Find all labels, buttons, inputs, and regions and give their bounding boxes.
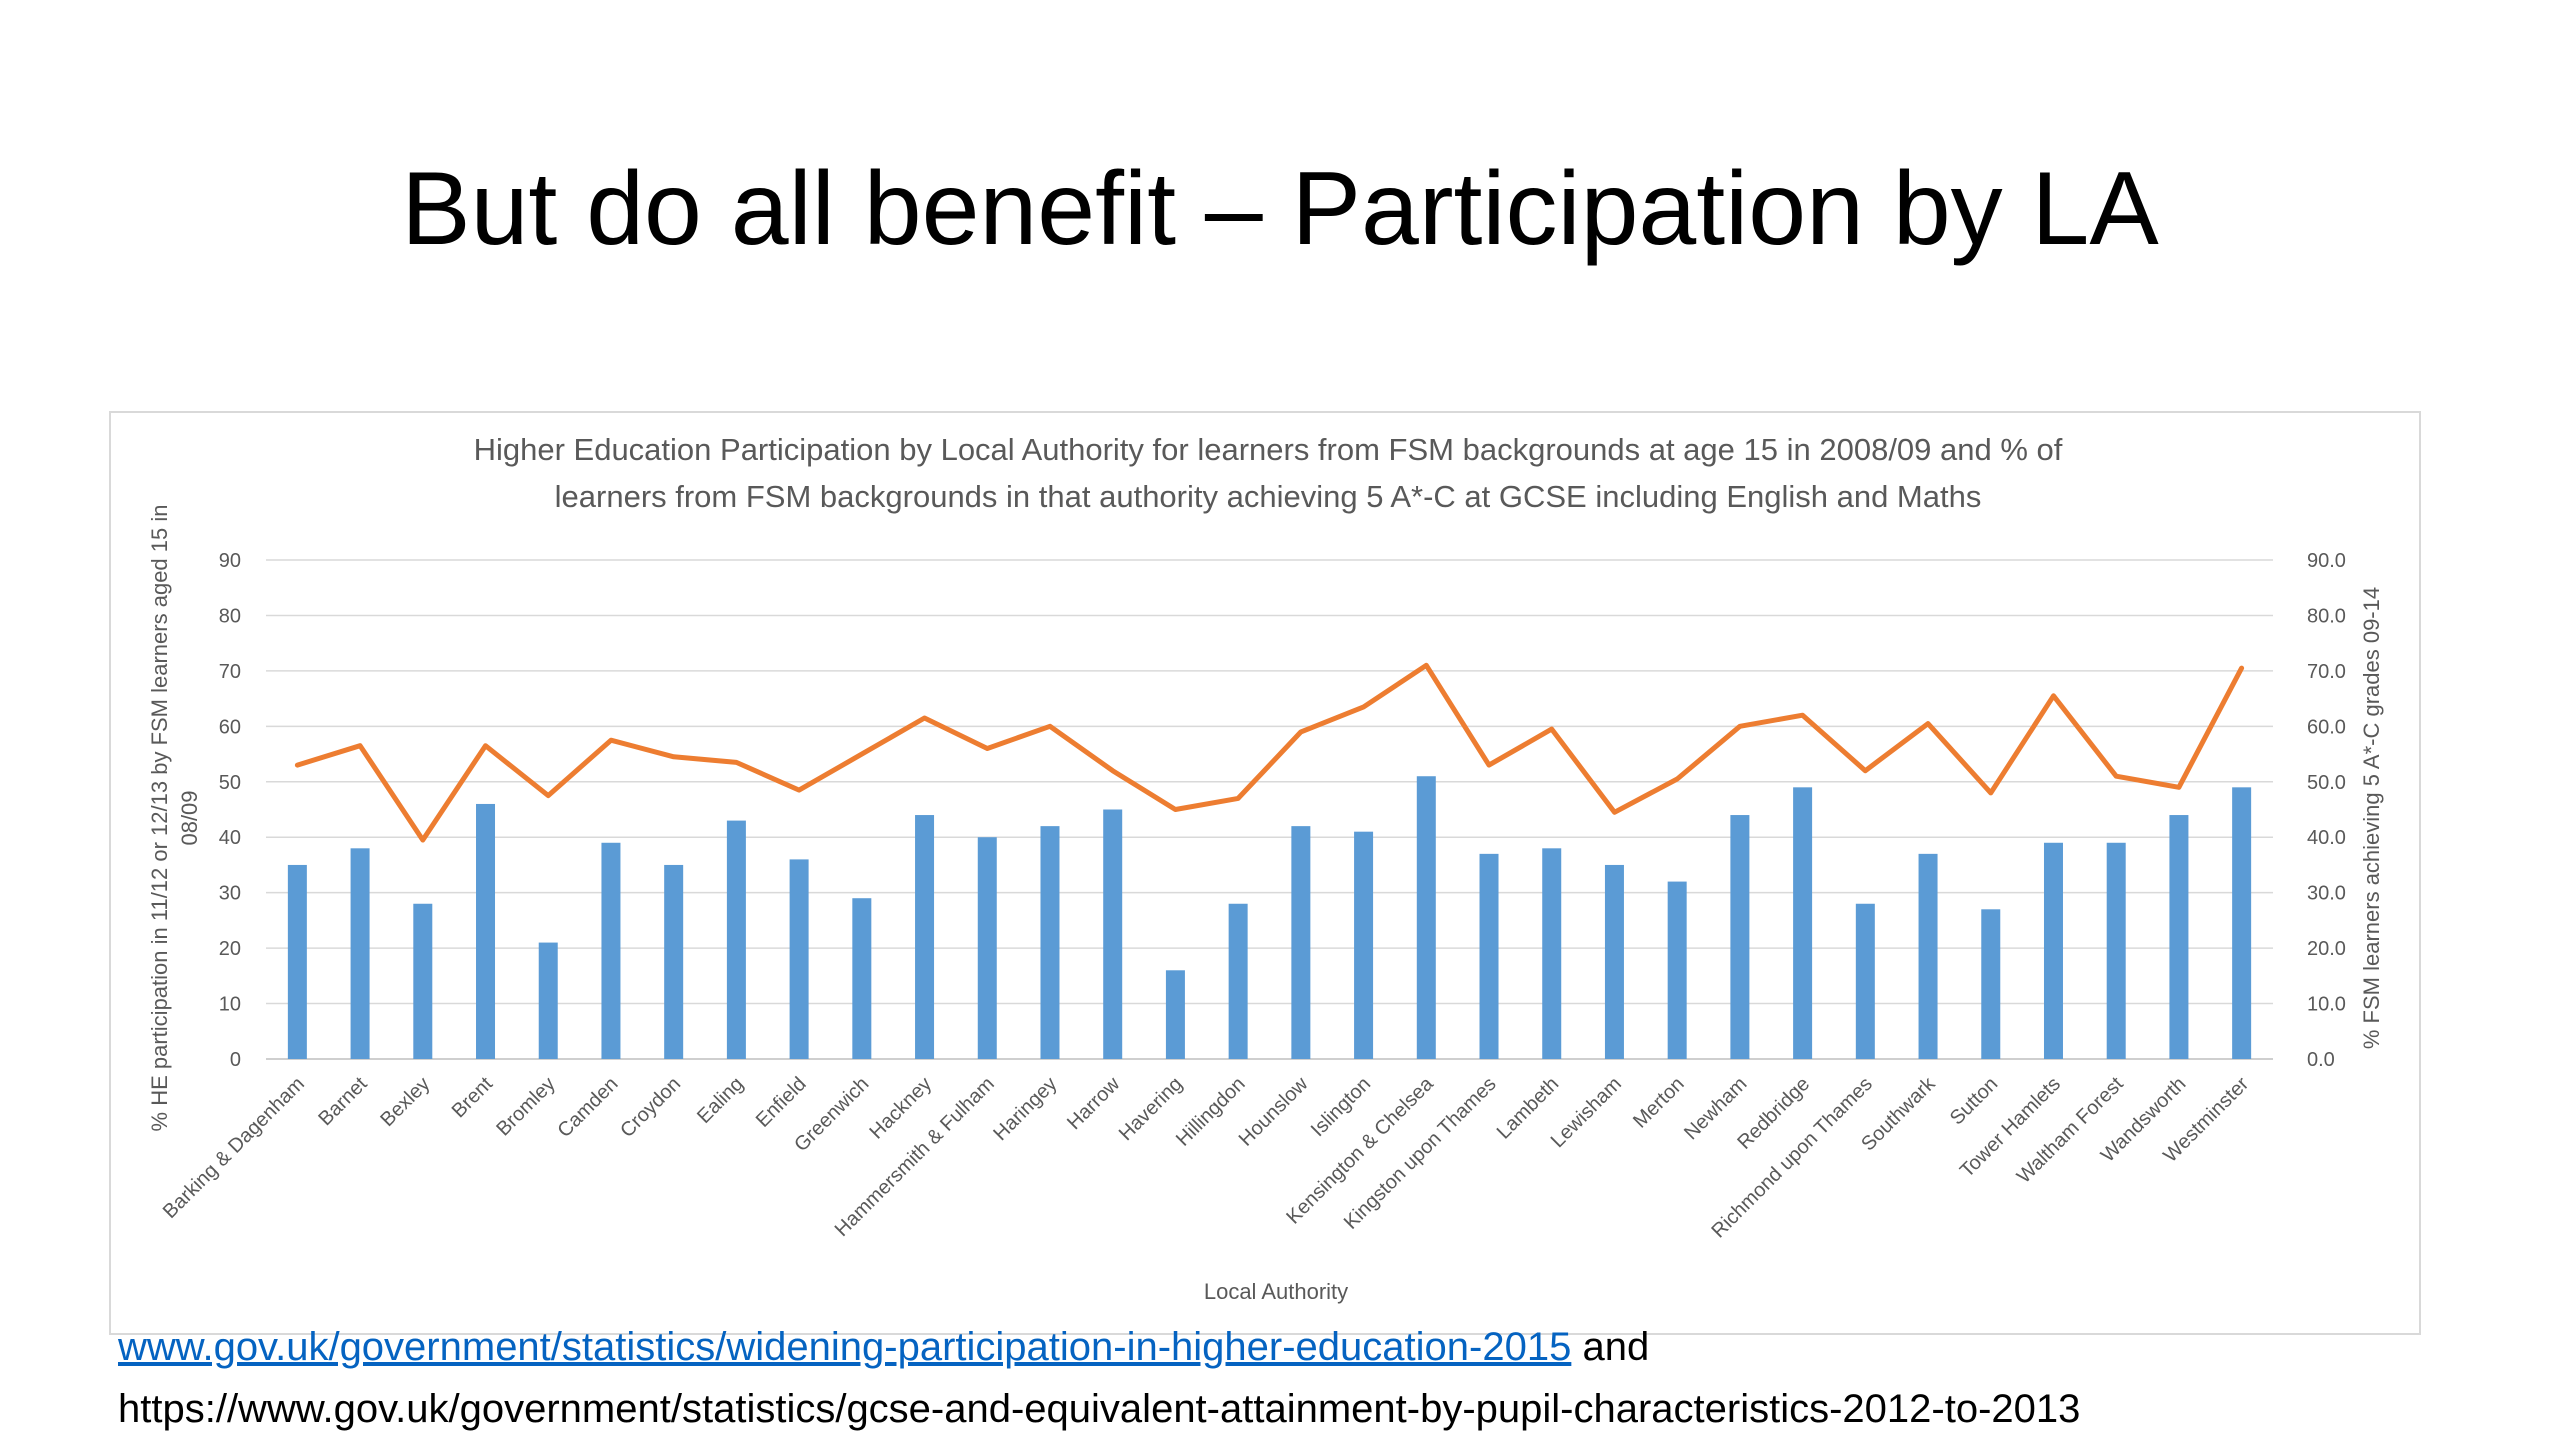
bar — [476, 803, 496, 1059]
x-tick-label: Ealing — [693, 1073, 748, 1128]
x-tick-label: Barking & Dagenham — [159, 1073, 309, 1223]
y-tick-label: 40 — [219, 827, 241, 849]
bar — [852, 898, 872, 1059]
y-tick-label: 80 — [219, 605, 241, 627]
source-line-2: https://www.gov.uk/government/statistics… — [118, 1387, 2081, 1431]
y2-tick-label: 90.0 — [2307, 550, 2346, 572]
bar — [601, 842, 621, 1059]
y2-tick-label: 10.0 — [2307, 994, 2346, 1016]
bar — [1667, 881, 1687, 1059]
bar — [1730, 815, 1750, 1059]
y-tick-label: 90 — [219, 550, 241, 572]
bar — [726, 820, 746, 1059]
source-link[interactable]: www.gov.uk/government/statistics/widenin… — [118, 1325, 1572, 1369]
x-tick-label: Bromley — [492, 1073, 559, 1140]
bar — [350, 848, 370, 1059]
bar — [2232, 787, 2252, 1059]
bar — [915, 815, 935, 1059]
chart-svg: Higher Education Participation by Local … — [147, 432, 2384, 1304]
bar — [1918, 853, 1938, 1059]
bar — [1855, 903, 1875, 1059]
x-tick-label: Brent — [448, 1073, 498, 1123]
y-tick-label: 20 — [219, 938, 241, 960]
slide-title: But do all benefit – Participation by LA — [401, 151, 2159, 267]
y2-tick-label: 30.0 — [2307, 883, 2346, 905]
y2-axis-title: % FSM learners achieving 5 A*-C grades 0… — [2359, 587, 2384, 1049]
y-tick-label: 10 — [219, 994, 241, 1016]
y-tick-label: 30 — [219, 883, 241, 905]
bar — [1228, 903, 1248, 1059]
x-tick-label: Bexley — [376, 1073, 434, 1131]
line-series — [294, 662, 2245, 843]
y2-tick-label: 50.0 — [2307, 772, 2346, 794]
bar — [413, 903, 433, 1059]
chart-title-line: Higher Education Participation by Local … — [474, 432, 2063, 467]
chart-title-line: learners from FSM backgrounds in that au… — [555, 479, 1982, 514]
y-tick-label: 50 — [219, 772, 241, 794]
x-tick-label: Barnet — [314, 1073, 372, 1131]
y2-tick-label: 20.0 — [2307, 938, 2346, 960]
bar — [977, 837, 997, 1059]
x-tick-label: Waltham Forest — [2013, 1073, 2128, 1188]
source-line-1: www.gov.uk/government/statistics/widenin… — [118, 1325, 1649, 1370]
x-tick-label: Camden — [553, 1073, 622, 1142]
y-tick-label: 70 — [219, 661, 241, 683]
bar — [1604, 864, 1624, 1059]
y2-tick-label: 60.0 — [2307, 716, 2346, 738]
y-tick-label: 0 — [230, 1049, 241, 1071]
bar — [789, 859, 809, 1059]
bar — [2169, 815, 2189, 1059]
bar — [1291, 826, 1311, 1059]
y-axis-title-line: % HE participation in 11/12 or 12/13 by … — [147, 505, 172, 1132]
x-tick-label: Croydon — [616, 1073, 685, 1142]
chart-frame: Higher Education Participation by Local … — [109, 411, 2421, 1335]
y2-tick-label: 70.0 — [2307, 661, 2346, 683]
bar — [1165, 970, 1185, 1059]
bar — [2106, 842, 2126, 1059]
x-tick-label: Harrow — [1063, 1073, 1125, 1135]
bar — [2043, 842, 2063, 1059]
bar — [1981, 909, 2001, 1059]
y-axis-title-line: 08/09 — [177, 790, 202, 845]
x-tick-label: Hounslow — [1235, 1073, 1313, 1151]
y2-tick-label: 80.0 — [2307, 605, 2346, 627]
bar — [538, 942, 558, 1059]
bar — [287, 864, 307, 1059]
bar — [1354, 831, 1374, 1059]
bar — [1416, 776, 1436, 1059]
bar — [1040, 826, 1060, 1059]
bar — [1479, 853, 1499, 1059]
y-tick-label: 60 — [219, 716, 241, 738]
y2-tick-label: 0.0 — [2307, 1049, 2335, 1071]
x-tick-label: Sutton — [1946, 1073, 2002, 1129]
y2-tick-label: 40.0 — [2307, 827, 2346, 849]
x-tick-label: Merton — [1629, 1073, 1689, 1133]
bar — [1793, 787, 1813, 1059]
x-axis-title: Local Authority — [1204, 1279, 1348, 1304]
bar — [1542, 848, 1562, 1059]
bar — [664, 864, 684, 1059]
x-tick-label: Enfield — [752, 1073, 811, 1132]
source-conjunction: and — [1571, 1325, 1650, 1369]
x-tick-label: Haringey — [989, 1073, 1061, 1145]
bar — [1103, 809, 1123, 1059]
